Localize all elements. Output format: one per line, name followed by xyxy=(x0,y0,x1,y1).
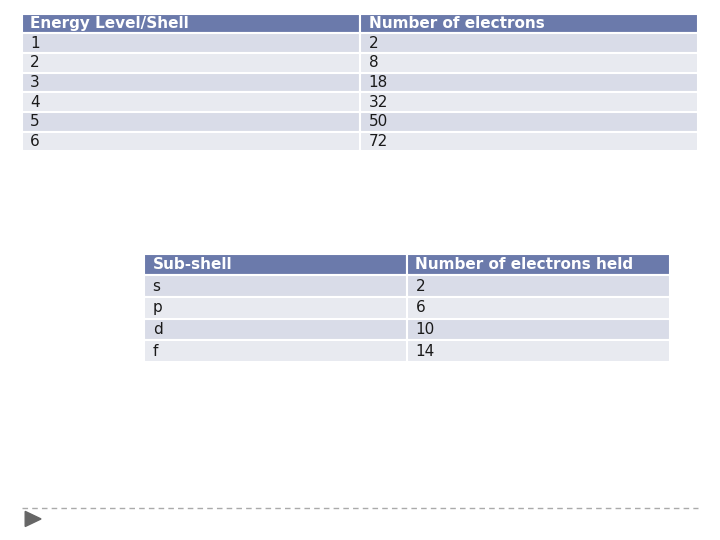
Bar xyxy=(407,319,670,340)
Bar xyxy=(144,254,407,275)
Bar xyxy=(144,297,407,319)
Text: 5: 5 xyxy=(30,114,40,129)
Bar xyxy=(144,275,407,297)
Text: 4: 4 xyxy=(30,94,40,110)
Bar xyxy=(360,112,698,132)
Bar xyxy=(22,53,360,72)
Bar xyxy=(360,33,698,53)
Text: 50: 50 xyxy=(369,114,388,129)
Bar xyxy=(22,112,360,132)
Text: 14: 14 xyxy=(415,343,435,359)
Bar xyxy=(22,92,360,112)
Bar xyxy=(144,319,407,340)
Text: Number of electrons: Number of electrons xyxy=(369,16,544,31)
Text: 8: 8 xyxy=(369,55,378,70)
Bar xyxy=(22,33,360,53)
Text: 2: 2 xyxy=(415,279,425,294)
Text: f: f xyxy=(153,343,158,359)
Bar xyxy=(22,132,360,151)
Polygon shape xyxy=(25,511,41,526)
Text: s: s xyxy=(153,279,161,294)
Bar xyxy=(407,297,670,319)
Text: d: d xyxy=(153,322,163,337)
Text: 6: 6 xyxy=(30,134,40,149)
Bar xyxy=(360,72,698,92)
Text: 32: 32 xyxy=(369,94,388,110)
Bar xyxy=(22,14,360,33)
Text: 2: 2 xyxy=(30,55,40,70)
Bar xyxy=(22,72,360,92)
Bar xyxy=(144,340,407,362)
Text: 6: 6 xyxy=(415,300,426,315)
Text: 3: 3 xyxy=(30,75,40,90)
Text: Sub-shell: Sub-shell xyxy=(153,257,233,272)
Bar xyxy=(407,254,670,275)
Bar xyxy=(407,340,670,362)
Text: 2: 2 xyxy=(369,36,378,51)
Bar xyxy=(360,53,698,72)
Text: 18: 18 xyxy=(369,75,388,90)
Text: Energy Level/Shell: Energy Level/Shell xyxy=(30,16,189,31)
Text: 72: 72 xyxy=(369,134,388,149)
Text: 10: 10 xyxy=(415,322,435,337)
Text: Number of electrons held: Number of electrons held xyxy=(415,257,634,272)
Bar xyxy=(360,92,698,112)
Bar xyxy=(407,275,670,297)
Bar xyxy=(360,14,698,33)
Bar xyxy=(360,132,698,151)
Text: p: p xyxy=(153,300,163,315)
Text: 1: 1 xyxy=(30,36,40,51)
